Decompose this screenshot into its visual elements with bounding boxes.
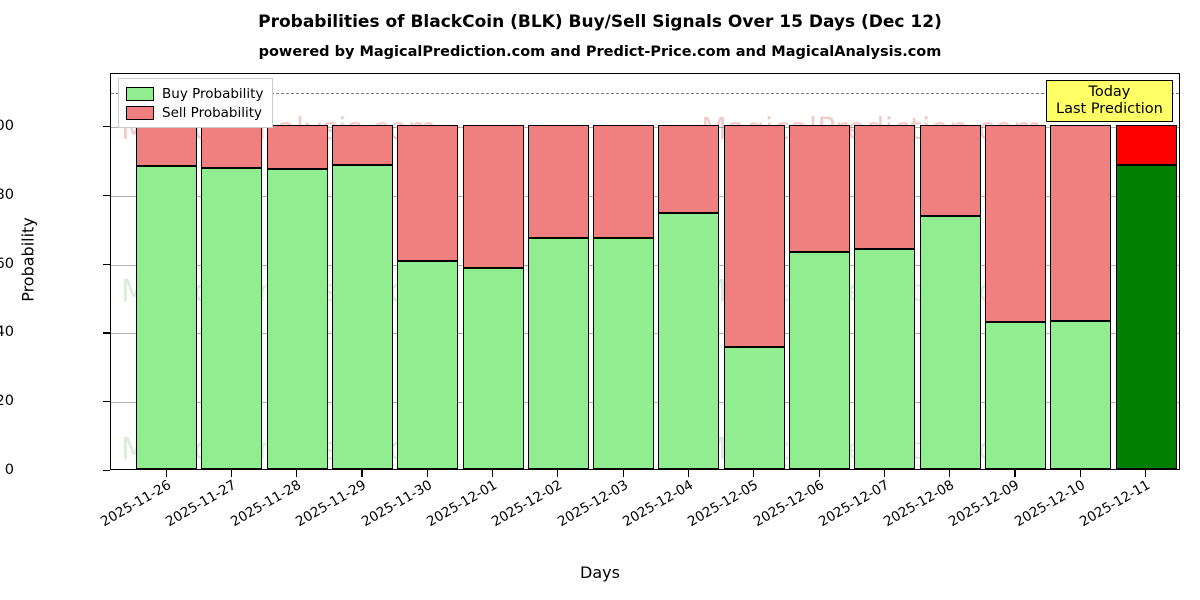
bar-segment-buy[interactable] xyxy=(136,165,197,469)
bar-column[interactable] xyxy=(658,72,720,469)
y-axis-tick-mark xyxy=(103,126,110,128)
bar-segment-sell[interactable] xyxy=(201,125,263,169)
bar-segment-sell[interactable] xyxy=(919,125,981,216)
bar-segment-buy[interactable] xyxy=(984,322,1046,469)
bar-segment-sell[interactable] xyxy=(527,125,589,239)
bar-column[interactable] xyxy=(984,72,1046,469)
bar-segment-sell[interactable] xyxy=(1050,125,1112,321)
x-axis-tick-mark xyxy=(818,470,820,477)
x-axis-tick-mark xyxy=(753,470,755,477)
y-axis-tick-label: 80 xyxy=(0,186,14,203)
bar-column[interactable] xyxy=(462,72,524,469)
y-axis-tick-label: 60 xyxy=(0,255,14,272)
y-axis-tick-label: 100 xyxy=(0,118,14,134)
bar-column[interactable] xyxy=(266,72,328,469)
y-axis-tick-mark xyxy=(103,194,110,196)
reference-line xyxy=(111,92,1179,94)
legend-label-sell: Sell Probability xyxy=(162,104,263,121)
chart-title: Probabilities of BlackCoin (BLK) Buy/Sel… xyxy=(258,12,942,32)
legend-label-buy: Buy Probability xyxy=(162,85,264,102)
bar-column[interactable] xyxy=(527,72,589,469)
bar-column[interactable] xyxy=(723,72,785,469)
chart-subtitle: powered by MagicalPrediction.com and Pre… xyxy=(258,44,942,60)
chart-legend: Buy Probability Sell Probability xyxy=(118,78,274,128)
bar-column[interactable] xyxy=(397,72,459,469)
bar-segment-sell[interactable] xyxy=(723,125,785,348)
plot-area: MagicalAnalysis.comMagicalPrediction.com… xyxy=(110,73,1180,470)
legend-item-buy: Buy Probability xyxy=(126,84,263,103)
x-axis-tick-mark xyxy=(361,470,363,477)
bar-segment-buy[interactable] xyxy=(527,238,589,469)
bar-column[interactable] xyxy=(789,72,850,469)
bar-segment-sell[interactable] xyxy=(984,125,1046,323)
bar-segment-sell[interactable] xyxy=(854,125,916,250)
bar-segment-sell[interactable] xyxy=(397,125,459,262)
bar-column[interactable] xyxy=(1050,72,1112,469)
y-axis-tick-label: 20 xyxy=(0,393,14,410)
y-axis-tick-mark xyxy=(103,332,110,334)
legend-swatch-sell xyxy=(126,105,154,120)
x-axis-tick-mark xyxy=(557,470,559,477)
bar-segment-buy[interactable] xyxy=(854,249,916,469)
legend-swatch-buy xyxy=(126,86,154,101)
bar-column[interactable] xyxy=(854,72,916,469)
x-axis-tick-mark xyxy=(492,470,494,477)
bar-column[interactable] xyxy=(919,72,981,469)
x-axis-label: Days xyxy=(580,563,620,582)
bar-segment-buy[interactable] xyxy=(266,168,328,469)
bar-segment-sell[interactable] xyxy=(1115,125,1177,165)
bar-segment-sell[interactable] xyxy=(331,125,393,166)
x-axis-tick-mark xyxy=(1014,470,1016,477)
bar-segment-buy[interactable] xyxy=(1115,164,1177,469)
bar-segment-buy[interactable] xyxy=(462,268,524,469)
bar-segment-sell[interactable] xyxy=(136,125,197,166)
bar-segment-buy[interactable] xyxy=(919,215,981,469)
x-axis-tick-mark xyxy=(165,470,167,477)
gridline-0 xyxy=(111,471,1179,472)
bar-column[interactable] xyxy=(331,72,393,469)
bar-column[interactable] xyxy=(1115,72,1177,469)
bar-column[interactable] xyxy=(201,72,263,469)
bar-segment-sell[interactable] xyxy=(462,125,524,269)
today-annotation-line2: Last Prediction xyxy=(1056,100,1163,117)
today-annotation: Today Last Prediction xyxy=(1046,80,1173,123)
bar-column[interactable] xyxy=(593,72,655,469)
x-axis-tick-mark xyxy=(1079,470,1081,477)
x-axis-tick-mark xyxy=(230,470,232,477)
bar-segment-sell[interactable] xyxy=(266,125,328,169)
y-axis-label: Probability xyxy=(18,217,38,302)
bar-segment-buy[interactable] xyxy=(201,168,263,469)
x-axis-tick-mark xyxy=(687,470,690,477)
bar-segment-buy[interactable] xyxy=(658,212,720,469)
y-axis-tick-mark xyxy=(103,470,110,472)
bar-segment-buy[interactable] xyxy=(397,261,459,469)
bar-column[interactable] xyxy=(136,72,197,469)
today-annotation-line1: Today xyxy=(1088,84,1131,100)
bar-segment-buy[interactable] xyxy=(1050,320,1112,469)
y-axis-tick-label: 40 xyxy=(0,324,14,341)
x-axis-tick-mark xyxy=(883,470,885,477)
x-axis-tick-mark xyxy=(426,470,428,477)
y-axis-tick-label: 0 xyxy=(4,462,14,478)
bar-segment-buy[interactable] xyxy=(789,251,850,469)
x-axis-tick-mark xyxy=(622,470,624,477)
bar-segment-buy[interactable] xyxy=(331,165,393,469)
x-axis-tick-mark xyxy=(1145,470,1147,477)
bar-segment-buy[interactable] xyxy=(723,347,785,469)
bar-segment-sell[interactable] xyxy=(593,125,655,239)
x-axis-tick-mark xyxy=(296,470,298,477)
bar-segment-sell[interactable] xyxy=(658,125,720,213)
y-axis-tick-mark xyxy=(103,263,110,265)
bar-segment-buy[interactable] xyxy=(593,238,655,469)
bar-segment-sell[interactable] xyxy=(789,125,850,252)
legend-item-sell: Sell Probability xyxy=(126,103,263,122)
x-axis-tick-mark xyxy=(949,470,951,477)
y-axis-tick-mark xyxy=(103,401,110,403)
